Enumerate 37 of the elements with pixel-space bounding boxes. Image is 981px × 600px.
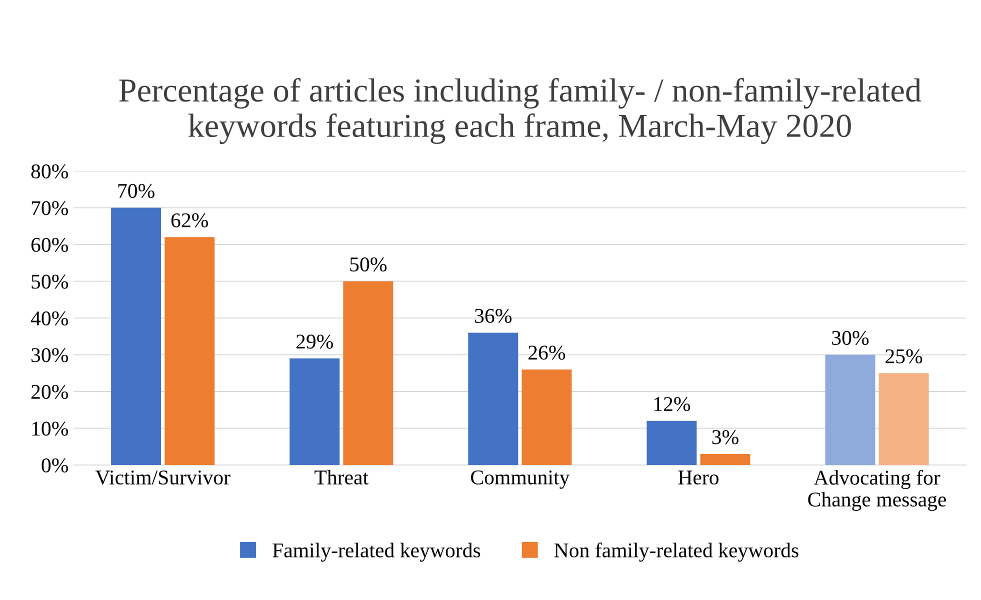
bar (468, 332, 518, 465)
y-tick-label: 30% (32, 348, 68, 362)
y-tick-label: 40% (30, 311, 68, 326)
bar (878, 373, 929, 465)
x-tick-label: Community (471, 470, 570, 489)
bar (522, 369, 572, 465)
data-label: 29% (296, 334, 333, 349)
y-tick-label: 70% (32, 201, 68, 216)
bar (646, 420, 697, 465)
bar (164, 237, 215, 465)
data-label: 36% (475, 308, 512, 323)
data-label: 30% (832, 330, 869, 346)
x-tick-label: Threat (314, 470, 368, 485)
y-tick-label: 0% (42, 458, 68, 472)
data-label: 70% (118, 184, 154, 198)
x-tick-label: Victim/Survivor (95, 470, 230, 485)
y-tick-label: 20% (31, 384, 68, 399)
legend-label: Family-related keywords (272, 542, 480, 562)
data-label: 25% (886, 349, 922, 364)
bar (111, 208, 162, 465)
data-label: 50% (350, 257, 387, 272)
y-tick-label: 10% (32, 422, 68, 436)
data-label: 3% (712, 430, 738, 444)
y-tick-label: 80% (31, 164, 68, 178)
data-label: 12% (654, 397, 690, 412)
data-label: 62% (171, 213, 208, 228)
y-tick-label: 50% (32, 274, 68, 289)
bar (700, 454, 750, 465)
bar (825, 354, 876, 465)
bar (343, 281, 394, 465)
y-tick-label: 60% (31, 238, 68, 252)
legend-label: Non family-related keywords (554, 542, 798, 562)
x-tick-label: Hero (678, 470, 718, 485)
data-label: 26% (528, 346, 566, 360)
chart-title: Percentage of articles including family- / non-family-related keywords featuring each frame, March-May 2020 (119, 78, 922, 144)
x-tick-label: Advocating for Change message (808, 470, 946, 511)
bar (290, 358, 340, 465)
